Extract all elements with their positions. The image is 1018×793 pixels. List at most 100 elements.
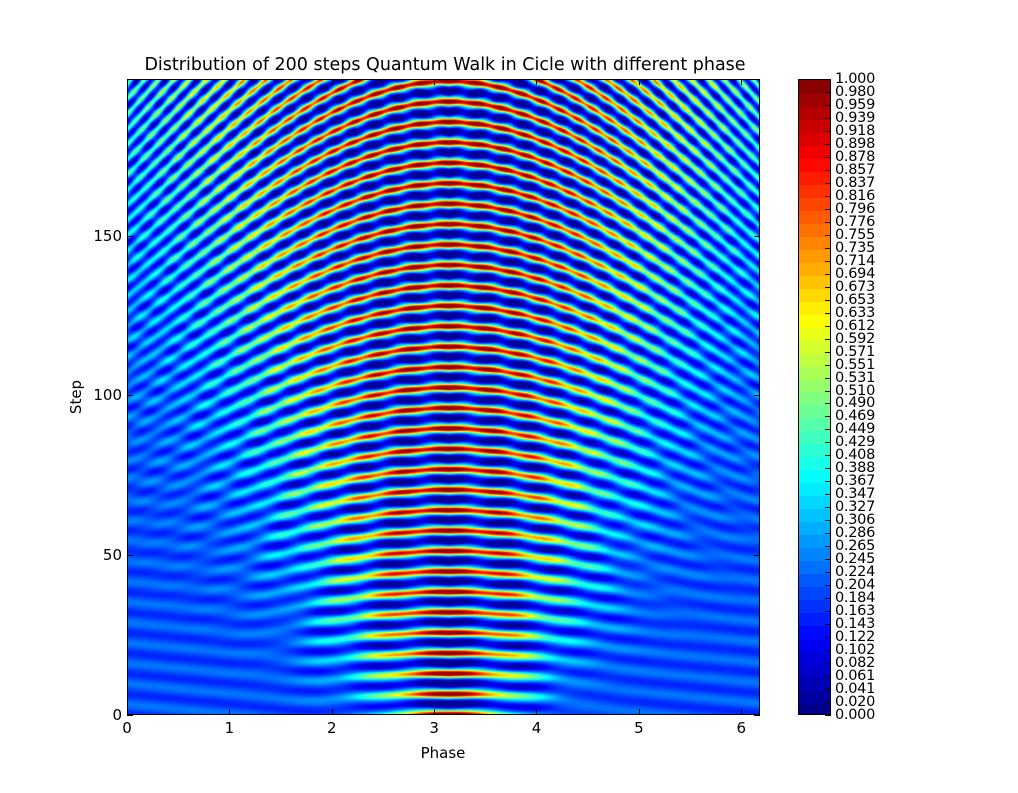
colorbar-segment [799,235,830,250]
x-tick-label: 4 [531,719,542,737]
colorbar-tick-mark [825,234,831,236]
colorbar-tick-label: 0.449 [835,421,876,438]
colorbar-tick-mark [825,650,831,652]
colorbar-tick-mark [825,130,831,132]
x-axis-label: Phase [420,744,466,762]
colorbar-segment [799,534,830,549]
colorbar-segment [799,456,830,471]
colorbar-tick-mark [825,390,831,392]
colorbar-tick-label: 0.061 [835,668,876,685]
colorbar-tick-label: 0.633 [835,304,876,321]
colorbar-tick-label: 0.959 [835,96,876,113]
colorbar-tick-mark [825,338,831,340]
x-tick-label: 2 [326,719,337,737]
colorbar-tick-mark [825,585,831,587]
colorbar-tick-label: 0.694 [835,265,876,282]
colorbar-tick-label: 0.286 [835,525,876,542]
colorbar-tick-mark [825,312,831,314]
colorbar-tick-mark [825,377,831,379]
colorbar-segment [799,196,830,211]
colorbar-segment [799,664,830,679]
colorbar-tick-mark [825,104,831,106]
colorbar-tick-mark [825,442,831,444]
colorbar-tick-label: 0.571 [835,343,876,360]
colorbar-tick-label: 0.592 [835,330,876,347]
y-tick-mark [127,235,133,237]
colorbar-segment [799,495,830,510]
colorbar-segment [799,586,830,601]
colorbar-segment [799,443,830,458]
colorbar-segment [799,651,830,666]
colorbar-tick-label: 0.102 [835,642,876,659]
colorbar-tick-label: 0.245 [835,551,876,568]
colorbar-segment [799,521,830,536]
colorbar-tick-mark [825,221,831,223]
colorbar-segment [799,300,830,315]
y-tick-mark [754,715,760,716]
colorbar-tick-mark [825,429,831,431]
y-tick-label: 0 [112,706,122,724]
colorbar-segment [799,690,830,704]
colorbar-tick-mark [825,79,831,80]
colorbar-tick-label: 0.265 [835,538,876,555]
colorbar-tick-label: 0.469 [835,408,876,425]
colorbar-segment [799,469,830,484]
y-tick-mark [127,715,133,716]
colorbar-tick-label: 0.673 [835,278,876,295]
x-tick-label: 5 [634,719,644,737]
colorbar-tick-mark [825,481,831,483]
colorbar-segment [799,313,830,328]
colorbar-tick-label: 0.837 [835,174,876,191]
colorbar-tick-label: 0.429 [835,434,876,451]
x-tick-mark [331,709,333,715]
colorbar-tick-label: 1.000 [835,71,876,87]
colorbar-segment [799,612,830,627]
colorbar-segment [799,92,830,107]
colorbar-segment [799,144,830,159]
colorbar-tick-mark [825,689,831,691]
colorbar-tick-label: 0.980 [835,83,876,100]
colorbar-tick-mark [825,637,831,639]
colorbar-tick-label: 0.143 [835,616,876,633]
colorbar-segment [799,352,830,367]
colorbar-segment [799,625,830,640]
colorbar-segment [799,638,830,653]
colorbar-tick-label: 0.367 [835,473,876,490]
colorbar-tick-mark [825,663,831,665]
colorbar-tick-label: 0.204 [835,577,876,594]
colorbar-tick-label: 0.122 [835,629,876,646]
colorbar-tick-mark [825,143,831,145]
colorbar-tick-mark [825,169,831,171]
colorbar-segment [799,365,830,380]
colorbar-tick-mark [825,208,831,210]
y-tick-label: 150 [93,226,122,245]
chart-title: Distribution of 200 steps Quantum Walk i… [144,55,746,75]
colorbar-segment [799,248,830,263]
colorbar-tick-mark [825,611,831,613]
colorbar-segment [799,80,830,94]
colorbar-tick-label: 0.714 [835,252,876,269]
colorbar-tick-label: 0.878 [835,148,876,165]
colorbar-segment [799,508,830,523]
colorbar-segment [799,677,830,692]
heatmap-canvas [128,80,759,714]
colorbar-tick-mark [825,702,831,704]
x-tick-label: 3 [429,719,439,737]
colorbar-segment [799,417,830,432]
x-tick-mark [741,709,743,715]
colorbar-tick-label: 0.184 [835,590,876,607]
colorbar-segment [799,118,830,133]
colorbar-tick-label: 0.755 [835,226,876,243]
y-tick-label: 50 [102,546,122,565]
colorbar-segment [799,157,830,172]
colorbar-tick-label: 0.082 [835,655,876,672]
colorbar-tick-mark [825,624,831,626]
colorbar-tick-label: 0.551 [835,356,876,373]
y-tick-mark [127,395,133,397]
colorbar-segment [799,547,830,562]
x-tick-label: 1 [224,719,235,737]
y-tick-label: 100 [93,386,122,405]
colorbar-tick-label: 0.388 [835,460,876,477]
colorbar-tick-mark [825,507,831,509]
colorbar-segment [799,274,830,289]
